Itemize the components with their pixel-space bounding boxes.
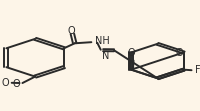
Text: O: O [175,48,182,58]
Text: O: O [127,48,135,58]
Text: O: O [2,78,9,88]
Text: NH: NH [95,36,109,46]
Text: O: O [13,79,20,89]
Text: O: O [67,26,75,36]
Text: N: N [101,51,108,61]
Text: F: F [194,65,200,75]
